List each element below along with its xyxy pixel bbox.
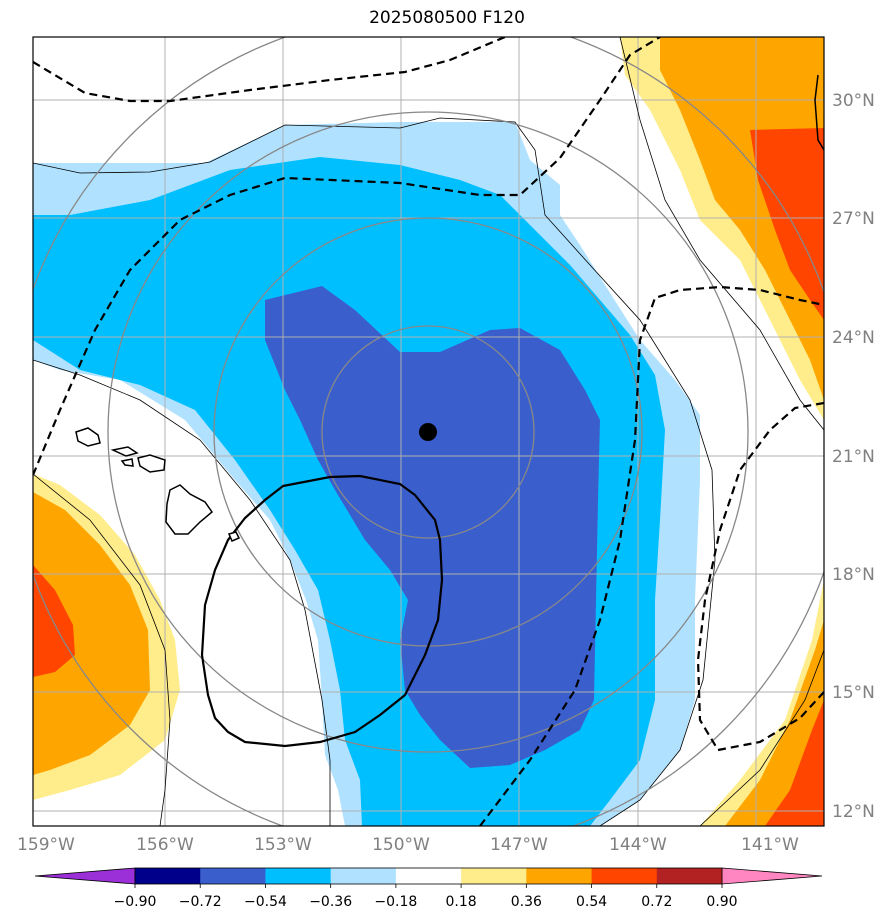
colorbar-label: 0.72	[641, 894, 672, 910]
island-big-island	[165, 484, 214, 535]
colorbar-outline	[134, 867, 723, 885]
colorbar: −0.90 −0.72 −0.54 −0.36 −0.18 0.18 0.36 0.54 0.7…	[34, 867, 823, 910]
lon-tick-label: 150°W	[372, 835, 430, 855]
fill-east-red	[750, 128, 824, 320]
colorbar-swatch	[461, 868, 527, 884]
solid-contour	[200, 474, 444, 748]
lat-tick-label: 18°N	[832, 565, 875, 585]
colorbar-swatch	[591, 868, 658, 884]
island-oahu	[110, 446, 139, 457]
coast-east-edge	[814, 74, 824, 151]
colorbar-extend-low	[34, 867, 136, 885]
colorbar-label: 0.36	[511, 894, 542, 910]
lon-tick-label: 144°W	[609, 835, 667, 855]
lon-tick-label: 156°W	[136, 835, 194, 855]
dashed-contours	[33, 37, 824, 826]
colorbar-label: −0.54	[244, 894, 287, 910]
lat-labels: 30°N 27°N 24°N 21°N 18°N 15°N 12°N	[832, 91, 875, 822]
lon-tick-label: 153°W	[254, 835, 312, 855]
colorbar-label: 0.54	[576, 894, 607, 910]
lon-labels: 159°W 156°W 153°W 150°W 147°W 144°W 141°…	[17, 835, 799, 855]
lat-tick-label: 27°N	[832, 209, 875, 229]
fill-west-orange	[33, 492, 150, 775]
colorbar-label: 0.90	[706, 894, 737, 910]
colorbar-swatch	[526, 868, 593, 884]
island-kauai	[75, 427, 101, 447]
colorbar-label: −0.18	[374, 894, 417, 910]
map-panel	[33, 37, 824, 826]
colorbar-label: −0.90	[114, 894, 157, 910]
colorbar-swatch	[200, 868, 266, 884]
island-small	[227, 531, 241, 542]
lon-tick-label: 159°W	[17, 835, 75, 855]
colorbar-swatch	[395, 868, 462, 884]
lat-tick-label: 15°N	[832, 683, 875, 703]
lat-tick-label: 24°N	[832, 328, 875, 348]
thin-contours	[33, 37, 824, 826]
island-molokai	[120, 458, 134, 467]
colorbar-label: −0.72	[179, 894, 222, 910]
colorbar-swatch	[265, 868, 332, 884]
storm-center-marker	[419, 423, 437, 441]
colorbar-label: 0.18	[446, 894, 477, 910]
colorbar-extend-high	[721, 867, 823, 885]
island-maui	[137, 454, 166, 473]
colorbar-swatch	[330, 868, 397, 884]
fill-west-red	[33, 565, 75, 677]
lat-tick-label: 30°N	[832, 91, 875, 111]
colorbar-label: −0.36	[309, 894, 352, 910]
lat-tick-label: 12°N	[832, 802, 875, 822]
fill-se-red	[765, 700, 824, 826]
fill-royal-blue	[265, 286, 600, 768]
colorbar-swatch	[656, 868, 723, 884]
lon-tick-label: 141°W	[741, 835, 799, 855]
map-frame	[32, 36, 825, 827]
lon-tick-label: 147°W	[490, 835, 548, 855]
lat-tick-label: 21°N	[832, 447, 875, 467]
chart-title: 2025080500 F120	[369, 8, 525, 28]
island-coastlines	[75, 74, 824, 542]
colorbar-swatch	[135, 868, 201, 884]
